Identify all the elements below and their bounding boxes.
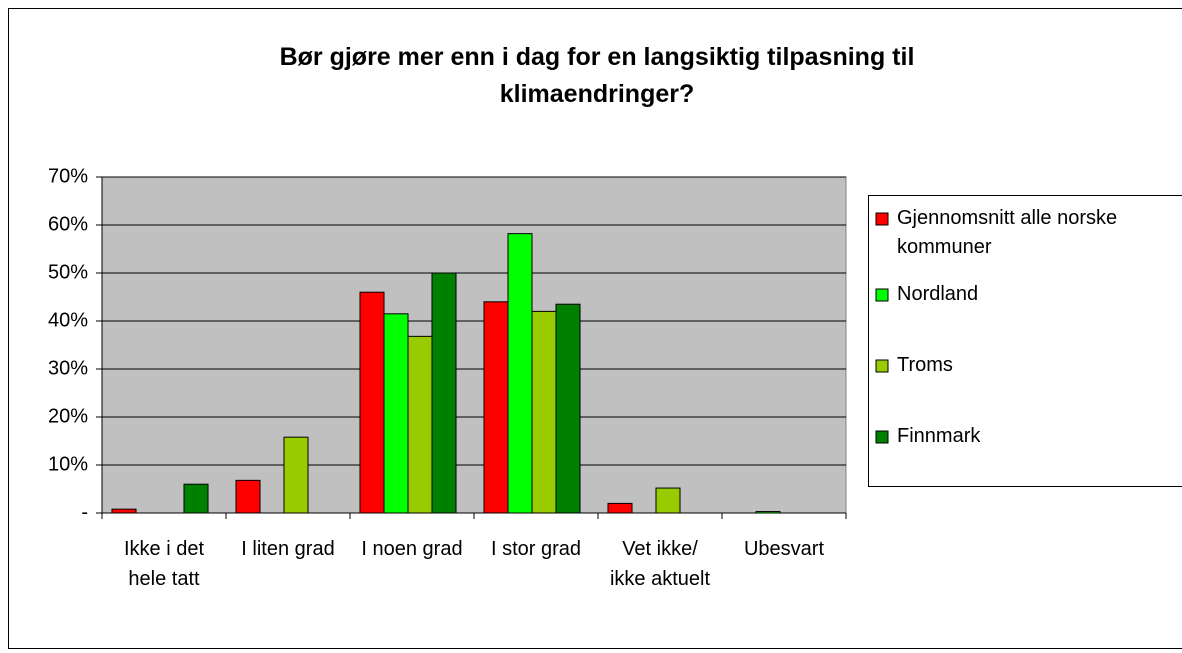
- y-tick-label: 20%: [48, 405, 88, 427]
- legend-label: Troms: [897, 354, 953, 376]
- bar: [555, 303, 581, 514]
- bar: [507, 233, 533, 514]
- y-tick-label: 30%: [48, 357, 88, 379]
- x-tick-label: I noen grad: [361, 538, 462, 560]
- legend-swatch: [875, 430, 889, 444]
- bar: [655, 487, 681, 514]
- chart-title: Bør gjøre mer enn i dag for en langsikti…: [280, 43, 915, 108]
- bar: [183, 483, 209, 514]
- legend-label: Finnmark: [897, 425, 981, 447]
- bar: [431, 272, 457, 514]
- legend-swatch: [875, 288, 889, 302]
- legend-label: Gjennomsnitt alle norske kommuner: [897, 207, 1117, 258]
- bar: [111, 508, 137, 514]
- bar: [359, 291, 385, 514]
- x-tick-label: Ikke i det hele tatt: [124, 538, 204, 590]
- bar: [483, 301, 509, 514]
- y-tick-label: 50%: [48, 261, 88, 283]
- x-tick-label: I stor grad: [491, 538, 581, 560]
- bar: [383, 313, 409, 514]
- y-tick-label: 70%: [48, 165, 88, 187]
- y-tick-label: 10%: [48, 453, 88, 475]
- legend-swatch: [875, 359, 889, 373]
- legend-swatch: [875, 212, 889, 226]
- bar: [531, 310, 557, 514]
- x-tick-label: Vet ikke/ikke aktuelt: [610, 538, 710, 590]
- y-tick-label: -: [81, 501, 88, 523]
- y-tick-label: 40%: [48, 309, 88, 331]
- plot-area: [101, 176, 847, 514]
- bar: [407, 335, 433, 514]
- y-tick-label: 60%: [48, 213, 88, 235]
- bar: [607, 502, 633, 514]
- x-tick-label: I liten grad: [241, 538, 334, 560]
- bar: [235, 479, 261, 514]
- legend-label: Nordland: [897, 283, 978, 305]
- legend-box: [868, 195, 1182, 487]
- bar: [755, 511, 781, 514]
- x-tick-label: Ubesvart: [744, 538, 824, 560]
- bar: [283, 436, 309, 514]
